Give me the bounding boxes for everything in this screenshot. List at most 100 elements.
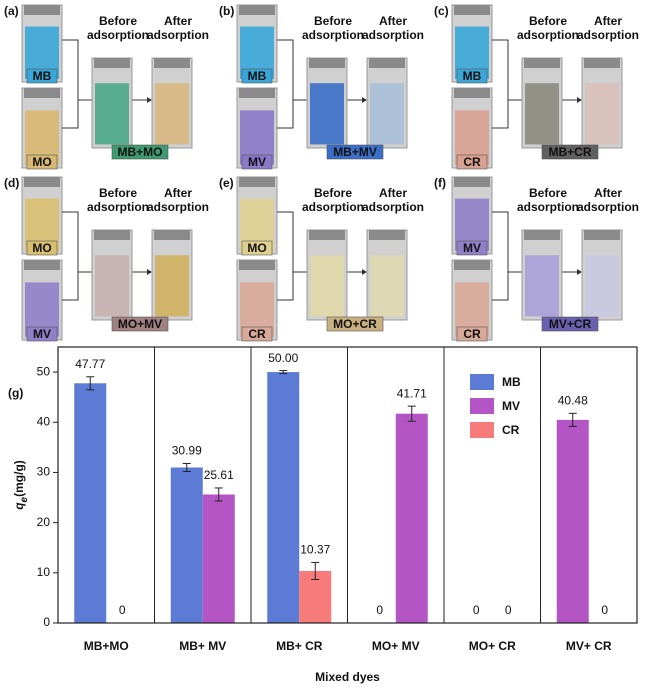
y-axis-label-part: (mg/g)	[12, 460, 26, 497]
vial-cap	[584, 230, 620, 240]
dye-tag-text: CR	[463, 327, 481, 341]
after-label: After	[164, 186, 192, 200]
plot-frame	[57, 346, 638, 624]
panel-label: (a)	[4, 4, 19, 18]
dye-tag-text: MO	[32, 155, 51, 169]
arrow-head	[577, 269, 582, 275]
before-label: Before	[314, 186, 352, 200]
legend-swatch	[470, 398, 494, 414]
vial-liquid	[155, 83, 189, 145]
legend-label: MB	[502, 375, 521, 389]
value-label: 10.37	[300, 543, 330, 557]
dye-tag-text: MB+CR	[548, 145, 591, 159]
vial-cap	[309, 230, 345, 240]
y-tick-label: 50	[37, 364, 51, 378]
value-label: 0	[376, 603, 383, 617]
vial-cap	[154, 230, 190, 240]
after-label: adsorption	[362, 200, 424, 214]
dye-tag-text: MB+MO	[118, 145, 163, 159]
vial-cap	[94, 58, 130, 68]
value-label: 50.00	[268, 351, 298, 365]
dye-tag	[241, 326, 273, 342]
before-label: Before	[314, 14, 352, 28]
dye-tag-text: MV	[248, 155, 266, 169]
bar	[556, 419, 589, 623]
connector	[277, 39, 294, 129]
vial-liquid	[310, 83, 344, 145]
value-label: 25.61	[204, 468, 234, 482]
vial-cap	[239, 5, 275, 15]
y-tick-label: 0	[43, 615, 50, 629]
photo-panel: (c)MBCRBeforeadsorptionAfteradsorptionMB…	[434, 4, 639, 170]
photo-panel: (f)MVCRBeforeadsorptionAfteradsorptionMV…	[434, 176, 639, 342]
y-axis-label-part: e	[19, 496, 30, 502]
dye-tag	[456, 68, 488, 84]
dye-tag-text: MV	[463, 241, 481, 255]
after-label: After	[164, 14, 192, 28]
y-tick-label: 40	[37, 414, 51, 428]
dye-tag-text: MO	[247, 241, 266, 255]
vial-cap	[239, 177, 275, 187]
vial-cap	[154, 58, 190, 68]
before-label: adsorption	[302, 28, 364, 42]
vial-cap	[309, 58, 345, 68]
dye-tag	[541, 144, 599, 160]
bar	[202, 494, 235, 623]
vial-liquid	[585, 83, 619, 145]
after-label: After	[379, 186, 407, 200]
value-label: 47.77	[75, 357, 105, 371]
before-label: adsorption	[517, 28, 579, 42]
connector	[492, 211, 509, 301]
vial-cap	[524, 58, 560, 68]
panel-label: (f)	[434, 176, 446, 190]
arrow-head	[362, 97, 367, 103]
vial-liquid	[95, 255, 129, 317]
dye-tag-text: CR	[248, 327, 266, 341]
dye-tag-text: MO+CR	[333, 317, 377, 331]
value-label: 40.48	[558, 394, 588, 408]
x-tick-label: MV+ CR	[566, 639, 612, 653]
dye-tag	[26, 240, 58, 256]
vial-cap	[369, 230, 405, 240]
x-tick-label: MB+MO	[84, 639, 129, 653]
panel-label: (g)	[8, 386, 23, 400]
y-tick-label: 10	[37, 565, 51, 579]
after-label: After	[594, 186, 622, 200]
dye-tag	[456, 326, 488, 342]
before-label: adsorption	[87, 28, 149, 42]
after-label: adsorption	[362, 28, 424, 42]
dye-tag-text: MV	[33, 327, 51, 341]
bar	[74, 383, 107, 623]
dye-tag	[26, 68, 58, 84]
dye-tag	[111, 144, 169, 160]
photo-panel: (e)MOCRBeforeadsorptionAfteradsorptionMO…	[219, 176, 424, 342]
arrow-head	[147, 97, 152, 103]
photo-panel: (a)MBMOBeforeadsorptionAfteradsorptionMB…	[4, 4, 209, 170]
before-label: Before	[529, 14, 567, 28]
photo-panel: (b)MBMVBeforeadsorptionAfteradsorptionMB…	[219, 4, 424, 170]
value-label: 0	[473, 603, 480, 617]
x-tick-label: MB+ CR	[276, 639, 323, 653]
after-label: adsorption	[577, 200, 639, 214]
x-tick-label: MB+ MV	[179, 639, 226, 653]
dye-tag-text: CR	[463, 155, 481, 169]
connector	[277, 211, 294, 301]
y-axis-label-part: q	[12, 502, 26, 510]
vial-cap	[239, 88, 275, 98]
dye-tag-text: MO+MV	[118, 317, 162, 331]
vial-liquid	[525, 255, 559, 317]
legend-swatch	[470, 374, 494, 390]
dye-tag	[456, 240, 488, 256]
dye-tag	[241, 240, 273, 256]
value-label: 0	[601, 603, 608, 617]
vial-liquid	[370, 83, 404, 145]
legend-label: CR	[502, 423, 520, 437]
x-axis-label: Mixed dyes	[315, 670, 380, 684]
after-label: adsorption	[147, 200, 209, 214]
x-tick-label: MO+ MV	[372, 639, 420, 653]
vial-cap	[24, 260, 60, 270]
dye-tag	[541, 316, 599, 332]
vial-liquid	[585, 255, 619, 317]
dye-tag	[241, 68, 273, 84]
